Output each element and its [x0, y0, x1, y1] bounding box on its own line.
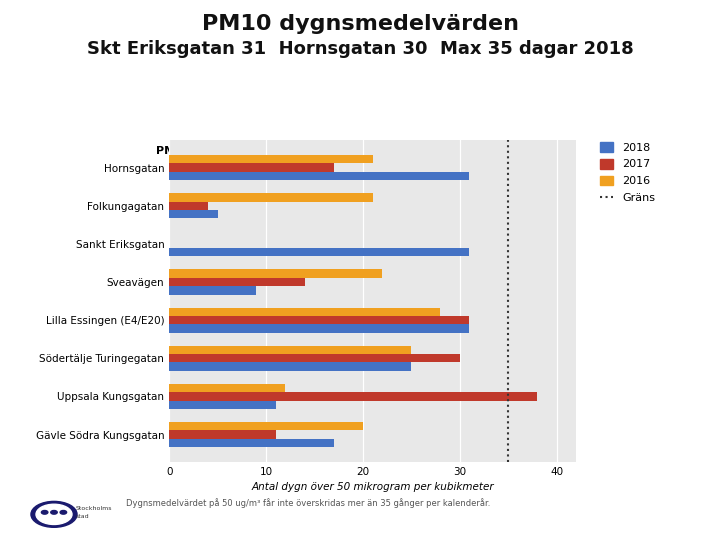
Text: stad: stad	[76, 514, 89, 519]
X-axis label: Antal dygn över 50 mikrogram per kubikmeter: Antal dygn över 50 mikrogram per kubikme…	[251, 482, 494, 492]
Circle shape	[36, 504, 72, 524]
Bar	[169, 392, 537, 401]
Bar	[169, 430, 276, 438]
Text: Stockholms: Stockholms	[76, 506, 112, 511]
Text: PM10-halter dygnsnorm: PM10-halter dygnsnorm	[156, 146, 306, 157]
Bar	[169, 269, 382, 278]
Bar	[169, 248, 469, 256]
Circle shape	[31, 501, 77, 527]
Bar	[169, 362, 411, 371]
Text: Dygnsmedelvärdet på 50 ug/m³ får inte överskridas mer än 35 gånger per kalenderå: Dygnsmedelvärdet på 50 ug/m³ får inte öv…	[126, 498, 490, 508]
Bar	[169, 172, 469, 180]
Bar	[169, 325, 469, 333]
Text: PM10 dygnsmedelvärden: PM10 dygnsmedelvärden	[202, 14, 518, 33]
Bar	[169, 401, 276, 409]
Circle shape	[60, 510, 67, 514]
Circle shape	[42, 510, 48, 514]
Bar	[169, 438, 334, 447]
Bar	[169, 384, 285, 392]
Bar	[169, 164, 334, 172]
Legend: 2018, 2017, 2016, Gräns: 2018, 2017, 2016, Gräns	[598, 139, 657, 205]
Bar	[169, 316, 469, 325]
Bar	[169, 155, 373, 164]
Bar	[169, 308, 441, 316]
Text: Skt Eriksgatan 31  Hornsgatan 30  Max 35 dagar 2018: Skt Eriksgatan 31 Hornsgatan 30 Max 35 d…	[86, 40, 634, 58]
Bar	[169, 286, 256, 294]
Bar	[169, 201, 208, 210]
Bar	[169, 346, 411, 354]
Bar	[169, 354, 460, 362]
Bar	[169, 193, 373, 201]
Bar	[169, 210, 217, 218]
Circle shape	[50, 510, 58, 514]
Bar	[169, 278, 305, 286]
Bar	[169, 422, 363, 430]
